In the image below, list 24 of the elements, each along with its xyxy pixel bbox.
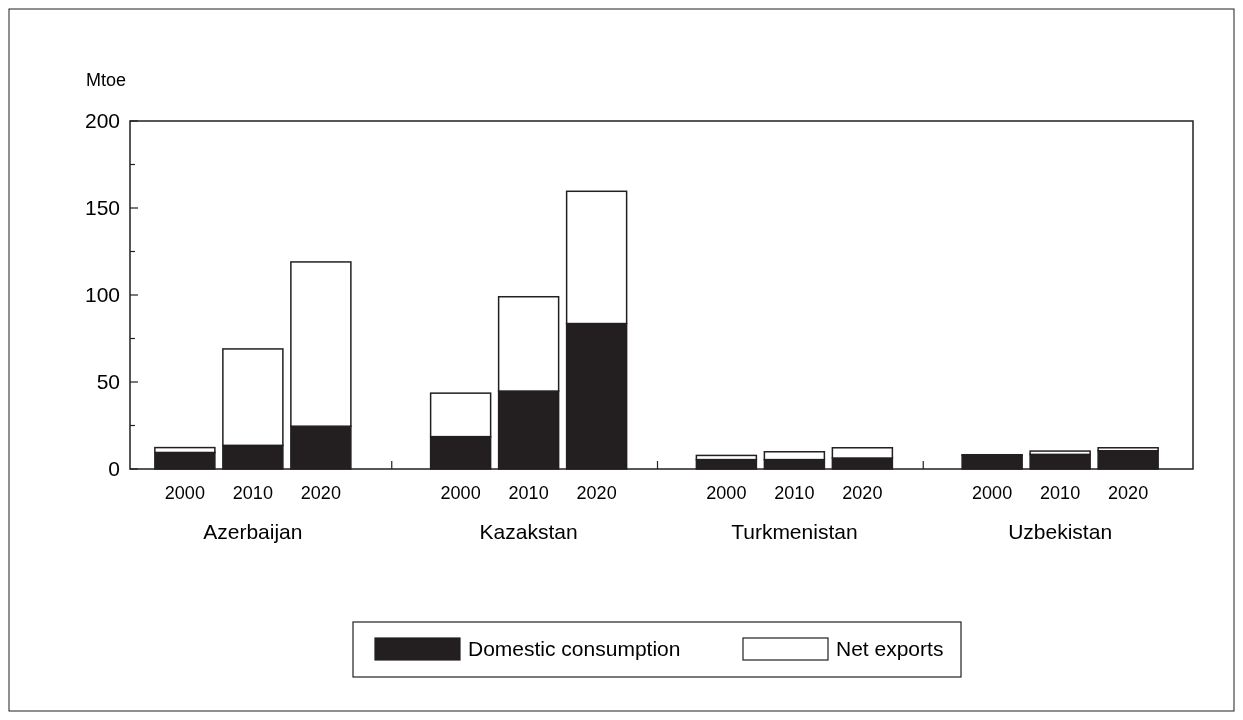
y-tick-label: 50 bbox=[96, 370, 120, 394]
x-tick-label: 2020 bbox=[576, 483, 617, 503]
text: Turkmenistan bbox=[731, 520, 858, 543]
x-tick-label: 2020 bbox=[1108, 483, 1149, 503]
x-tick-label: 2020 bbox=[842, 483, 883, 503]
legend-label: Net exports bbox=[836, 637, 944, 661]
x-tick-label: 2010 bbox=[232, 483, 273, 503]
text: Uzbekistan bbox=[1008, 520, 1113, 543]
y-axis-title: Mtoe bbox=[86, 70, 127, 90]
text: Azerbaijan bbox=[203, 520, 303, 543]
x-tick-label: 2000 bbox=[440, 483, 481, 503]
x-tick-label: 2000 bbox=[164, 483, 205, 503]
x-tick-label: 2000 bbox=[972, 483, 1013, 503]
y-tick-label: 0 bbox=[108, 457, 120, 481]
x-tick-label: 2010 bbox=[774, 483, 815, 503]
x-tick-label: 2010 bbox=[508, 483, 549, 503]
y-tick-label: 150 bbox=[84, 196, 120, 220]
text: Kazakstan bbox=[479, 520, 578, 543]
x-tick-label: 2020 bbox=[300, 483, 341, 503]
x-tick-label: 2010 bbox=[1040, 483, 1081, 503]
x-tick-label: 2000 bbox=[706, 483, 747, 503]
y-tick-label: 200 bbox=[84, 109, 120, 133]
y-tick-label: 100 bbox=[84, 283, 120, 307]
legend-label: Domestic consumption bbox=[468, 637, 681, 661]
